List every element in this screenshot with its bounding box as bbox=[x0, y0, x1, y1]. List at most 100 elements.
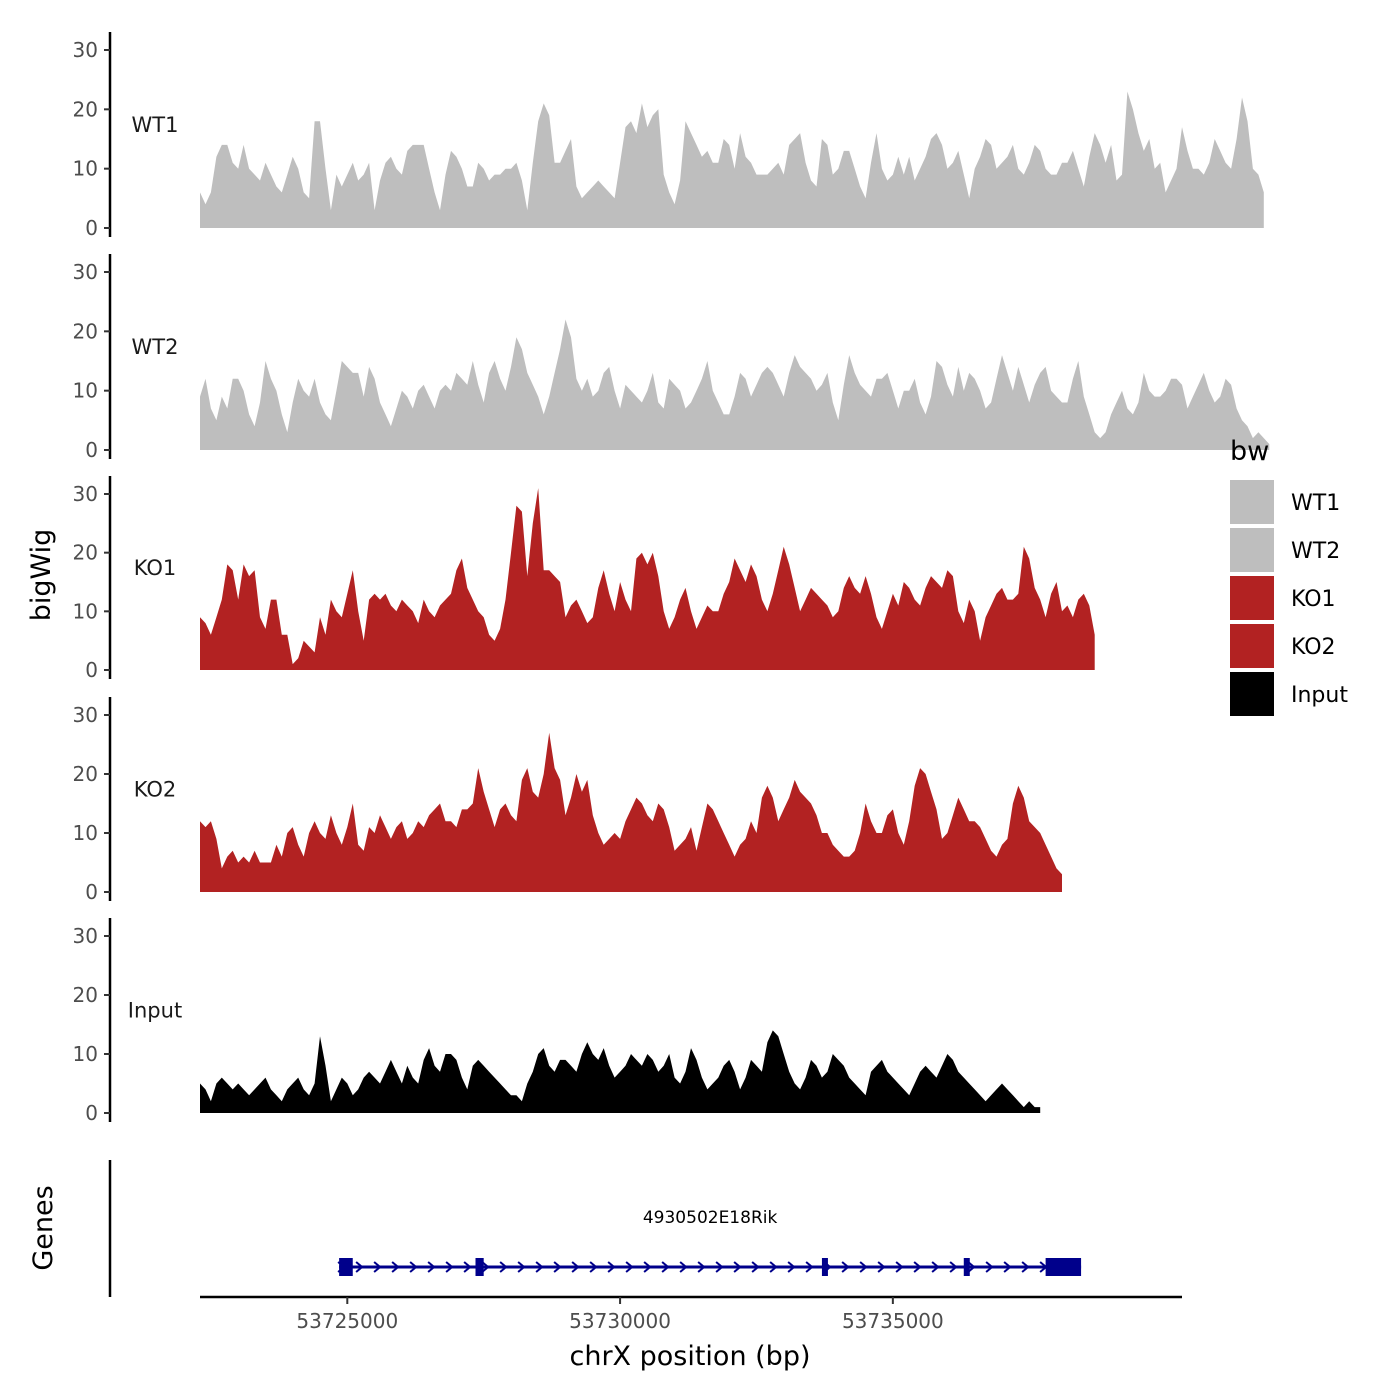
gene-exon bbox=[821, 1258, 828, 1276]
strand-arrow bbox=[553, 1261, 562, 1273]
y-tick-label: 0 bbox=[85, 1101, 98, 1125]
strand-arrow bbox=[1021, 1261, 1030, 1273]
gene-name-label: 4930502E18Rik bbox=[643, 1208, 778, 1228]
y-tick-label: 20 bbox=[73, 541, 98, 565]
y-tick-label: 30 bbox=[73, 38, 98, 62]
signal-area-wt1 bbox=[200, 91, 1264, 228]
strand-arrow bbox=[661, 1261, 670, 1273]
strand-arrow bbox=[589, 1261, 598, 1273]
signal-area-wt2 bbox=[200, 319, 1270, 450]
strand-arrow bbox=[841, 1261, 850, 1273]
strand-arrow bbox=[571, 1261, 580, 1273]
strand-arrow bbox=[787, 1261, 796, 1273]
gene-exon bbox=[1045, 1258, 1082, 1276]
strand-arrow bbox=[499, 1261, 508, 1273]
legend-title: bw bbox=[1230, 436, 1269, 467]
strand-arrow bbox=[445, 1261, 454, 1273]
y-tick-label: 30 bbox=[73, 260, 98, 284]
legend-label-wt2: WT2 bbox=[1291, 539, 1340, 564]
strand-arrow bbox=[913, 1261, 922, 1273]
y-tick-label: 0 bbox=[85, 216, 98, 240]
y-tick-label: 20 bbox=[73, 319, 98, 343]
strand-arrow bbox=[985, 1261, 994, 1273]
strand-arrow bbox=[391, 1261, 400, 1273]
strand-arrow bbox=[895, 1261, 904, 1273]
strand-arrow bbox=[373, 1261, 382, 1273]
track-wt2: 0 10 20 30 WT2 bbox=[73, 254, 1270, 462]
signal-area-ko1 bbox=[200, 488, 1095, 670]
strand-arrow bbox=[427, 1261, 436, 1273]
y-tick-label: 10 bbox=[73, 599, 98, 623]
strand-arrow bbox=[859, 1261, 868, 1273]
track-wt1: 0 10 20 30 WT1 bbox=[73, 32, 1264, 240]
legend-label-input: Input bbox=[1291, 683, 1348, 708]
strand-arrow bbox=[481, 1261, 490, 1273]
strand-arrow bbox=[877, 1261, 886, 1273]
strand-arrow bbox=[769, 1261, 778, 1273]
legend-swatch-ko2 bbox=[1230, 624, 1274, 668]
strand-arrow bbox=[751, 1261, 760, 1273]
genes-track: Genes 4930502E18Rik bbox=[28, 1160, 1082, 1297]
legend-swatch-wt2 bbox=[1230, 528, 1274, 572]
y-tick-label: 30 bbox=[73, 703, 98, 727]
track-ko1: 0 10 20 30 KO1 bbox=[73, 476, 1095, 682]
strand-arrow bbox=[967, 1261, 976, 1273]
y-tick-label: 10 bbox=[73, 1042, 98, 1066]
gene-exon bbox=[963, 1258, 970, 1276]
strand-arrow bbox=[679, 1261, 688, 1273]
gene-exon bbox=[475, 1258, 484, 1276]
legend-label-ko2: KO2 bbox=[1291, 635, 1336, 660]
strand-arrow bbox=[949, 1261, 958, 1273]
strand-arrow bbox=[463, 1261, 472, 1273]
x-axis-title: chrX position (bp) bbox=[569, 1341, 810, 1372]
strand-arrow bbox=[805, 1261, 814, 1273]
y-tick-label: 20 bbox=[73, 97, 98, 121]
legend-swatch-input bbox=[1230, 672, 1274, 716]
strand-arrow bbox=[715, 1261, 724, 1273]
strand-arrow bbox=[931, 1261, 940, 1273]
x-axis: 53725000 53730000 53735000 bbox=[200, 1295, 1182, 1333]
strand-arrow bbox=[625, 1261, 634, 1273]
genes-track-title: Genes bbox=[28, 1185, 59, 1270]
signal-area-input bbox=[200, 1030, 1041, 1113]
track-label: KO2 bbox=[134, 778, 177, 802]
y-tick-label: 0 bbox=[85, 880, 98, 904]
strand-arrow bbox=[733, 1261, 742, 1273]
strand-arrow bbox=[697, 1261, 706, 1273]
y-tick-label: 20 bbox=[73, 983, 98, 1007]
x-tick-label: 53725000 bbox=[296, 1309, 398, 1333]
y-tick-label: 20 bbox=[73, 762, 98, 786]
y-tick-label: 10 bbox=[73, 157, 98, 181]
strand-arrow bbox=[607, 1261, 616, 1273]
strand-arrow bbox=[355, 1261, 364, 1273]
legend-swatch-ko1 bbox=[1230, 576, 1274, 620]
strand-arrow bbox=[1003, 1261, 1012, 1273]
y-tick-label: 30 bbox=[73, 482, 98, 506]
track-input: 0 10 20 30 Input bbox=[73, 918, 1041, 1125]
y-tick-label: 0 bbox=[85, 658, 98, 682]
track-label: WT1 bbox=[132, 113, 179, 137]
y-tick-label: 10 bbox=[73, 379, 98, 403]
legend: bw WT1 WT2 KO1 KO2 Input bbox=[1230, 436, 1348, 716]
signal-area-ko2 bbox=[200, 732, 1062, 892]
track-label: KO1 bbox=[134, 556, 177, 580]
gene-exon bbox=[339, 1258, 353, 1276]
track-label: WT2 bbox=[132, 335, 179, 359]
y-tick-label: 0 bbox=[85, 438, 98, 462]
x-tick-label: 53735000 bbox=[842, 1309, 944, 1333]
legend-label-wt1: WT1 bbox=[1291, 491, 1340, 516]
strand-arrow bbox=[517, 1261, 526, 1273]
y-axis-title: bigWig bbox=[26, 529, 57, 622]
legend-label-ko1: KO1 bbox=[1291, 587, 1336, 612]
y-tick-label: 10 bbox=[73, 821, 98, 845]
signal-tracks: 0 10 20 30 WT1 0 10 20 30 WT2 0 10 20 30 KO1 0 10 20 30 KO2… bbox=[73, 32, 1270, 1125]
track-ko2: 0 10 20 30 KO2 bbox=[73, 697, 1062, 904]
y-tick-label: 30 bbox=[73, 924, 98, 948]
track-label: Input bbox=[128, 999, 182, 1023]
legend-swatch-wt1 bbox=[1230, 480, 1274, 524]
strand-arrow bbox=[535, 1261, 544, 1273]
strand-arrow bbox=[643, 1261, 652, 1273]
x-tick-label: 53730000 bbox=[569, 1309, 671, 1333]
strand-arrow bbox=[409, 1261, 418, 1273]
